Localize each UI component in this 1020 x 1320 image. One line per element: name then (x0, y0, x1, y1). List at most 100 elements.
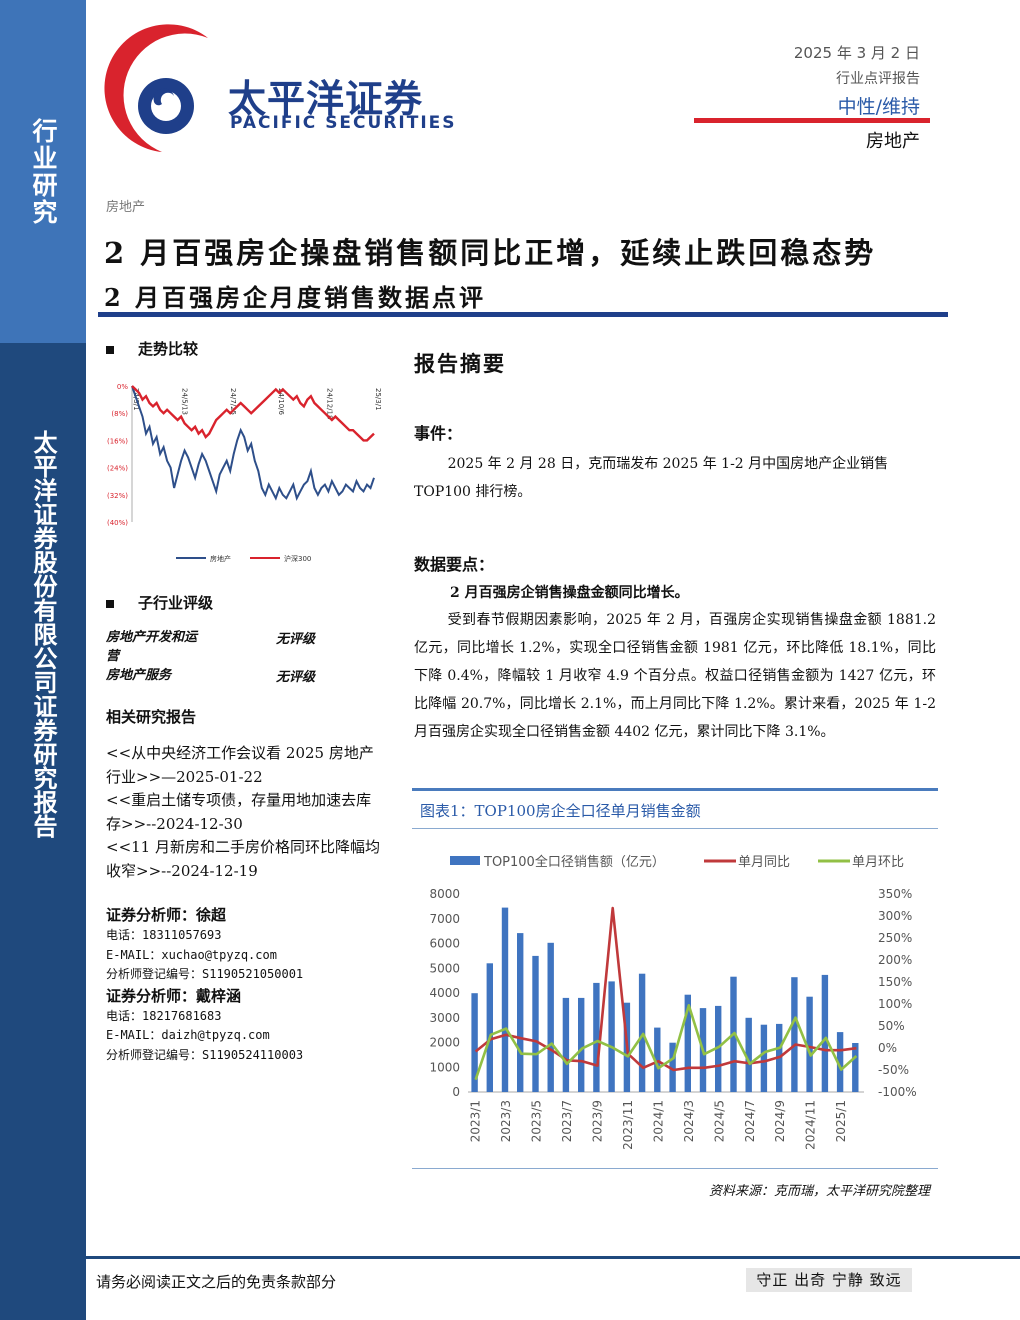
sales-bar (791, 977, 798, 1092)
figure-title: 图表1：TOP100房企全口径单月销售金额 (420, 802, 701, 820)
rating-label: 中性/维持 (837, 96, 920, 118)
sales-bar (745, 1017, 752, 1093)
trend-x-tick: 24/10/6 (277, 388, 285, 416)
rate-line (474, 1004, 858, 1081)
bullet-square-icon (106, 600, 114, 608)
breadcrumb: 房地产 (106, 200, 146, 215)
subindustry-name: 房地产服务 (106, 668, 172, 683)
sales-bar (669, 1042, 676, 1092)
report-date: 2025 年 3 月 2 日 (793, 44, 920, 62)
x-tick: 2023/11 (621, 1100, 635, 1150)
trend-heading-text: 走势比较 (138, 340, 199, 358)
related-report-link[interactable]: <<11 月新房和二手房价格同环比降幅均收窄>>--2024-12-19 (106, 838, 380, 880)
y-left-tick: 1000 (429, 1060, 460, 1074)
subindustry-heading-text: 子行业评级 (138, 594, 214, 612)
legend-label: 单月同比 (738, 855, 790, 870)
x-tick: 2023/1 (469, 1100, 483, 1142)
y-right-tick: 0% (878, 1041, 897, 1055)
subindustry-heading: 子行业评级 (106, 592, 213, 613)
y-left-tick: 8000 (429, 887, 460, 901)
y-right-tick: 300% (878, 909, 912, 923)
company-logo (104, 24, 208, 152)
sales-bar (578, 997, 585, 1092)
data-points-heading: 数据要点： (414, 555, 495, 574)
sales-chart: 0 1000 2000 3000 4000 5000 6000 7000 8000 -100% -5… (429, 854, 917, 1150)
analyst-email[interactable]: E-MAIL：xuchao@tpyzq.com (106, 947, 277, 962)
analyst-list: 证券分析师：徐超 电话：18311057693 E-MAIL：xuchao@tp… (106, 904, 406, 1065)
analyst-phone: 电话：18217681683 (106, 1008, 222, 1023)
legend-label: TOP100全口径销售额（亿元） (483, 854, 665, 870)
subindustry-row: 房地产服务 无评级 (104, 664, 384, 685)
sales-bar (806, 996, 813, 1092)
trend-series-line (131, 385, 375, 501)
sales-bar (471, 993, 478, 1092)
y-right-tick: 50% (878, 1019, 905, 1033)
report-type: 行业点评报告 (836, 71, 920, 87)
sales-bar (608, 981, 615, 1092)
x-tick: 2023/9 (590, 1100, 604, 1142)
analyst-registration: 分析师登记编号：S1190524110003 (106, 1047, 304, 1062)
x-tick: 2023/5 (530, 1100, 544, 1142)
y-right-tick: -100% (878, 1085, 917, 1099)
rate-line (474, 906, 857, 1072)
trend-y-tick: 0% (117, 383, 128, 391)
analyst-block: 证券分析师：戴梓涵 电话：18217681683 E-MAIL：daizh@tp… (106, 985, 406, 1066)
x-tick: 2024/9 (773, 1100, 787, 1142)
sales-bar (562, 997, 570, 1092)
sales-bar (821, 974, 829, 1092)
industry-label: 房地产 (866, 131, 920, 152)
analyst-block: 证券分析师：徐超 电话：18311057693 E-MAIL：xuchao@tp… (106, 904, 406, 985)
related-reports-heading: 相关研究报告 (106, 708, 197, 726)
y-left-tick: 4000 (429, 986, 460, 1000)
figure-top-rule (412, 788, 938, 791)
page-title: 2 月百强房企操盘销售额同比正增，延续止跌回稳态势 (104, 236, 877, 270)
sales-bar (715, 1005, 722, 1092)
title-divider (98, 312, 948, 317)
data-points-paragraph: 受到春节假期因素影响，2025 年 2 月，百强房企实现销售操盘金额 1881.… (414, 612, 936, 740)
y-left-tick: 5000 (429, 961, 460, 975)
trend-y-tick: (40%) (107, 519, 128, 527)
trend-legend-label: 房地产 (210, 554, 231, 563)
logo-swoosh-icon (104, 24, 208, 152)
sales-bar (547, 942, 554, 1092)
related-reports-list: <<从中央经济工作会议看 2025 房地产行业>>—2025-01-22 <<重… (106, 742, 386, 883)
y-right-tick: 150% (878, 975, 912, 989)
analyst-phone: 电话：18311057693 (106, 928, 222, 942)
related-report-link[interactable]: <<重启土储专项债，存量用地加速去库存>>--2024-12-30 (106, 791, 372, 833)
sales-bar (654, 1027, 661, 1092)
sales-bar (517, 933, 524, 1092)
x-tick: 2025/1 (834, 1100, 848, 1142)
sales-bar (501, 907, 509, 1092)
legend-label: 单月环比 (852, 855, 904, 870)
subindustry-name: 房地产开发和运营 (106, 630, 198, 664)
page-subtitle: 2 月百强房企月度销售数据点评 (104, 283, 487, 312)
sales-bar (760, 1024, 768, 1092)
x-tick: 2023/7 (560, 1100, 574, 1142)
y-left-tick: 0 (452, 1085, 460, 1099)
figure-source: 资料来源：克而瑞，太平洋研究院整理 (708, 1184, 930, 1199)
logo-text-en: PACIFIC SECURITIES (230, 113, 457, 133)
sidebar-company-label: 太平洋证券股份有限公司证券研究报告 (29, 430, 58, 838)
header-divider (694, 118, 930, 123)
y-right-tick: 100% (878, 997, 912, 1011)
footer-divider (86, 1256, 1020, 1259)
legend-swatch (450, 856, 480, 865)
x-tick: 2024/1 (651, 1100, 665, 1142)
figure-title-rule (412, 828, 938, 829)
related-report-link[interactable]: <<从中央经济工作会议看 2025 房地产行业>>—2025-01-22 (106, 744, 374, 786)
sales-bar (684, 994, 691, 1092)
trend-x-tick: 25/3/1 (374, 388, 382, 411)
analyst-registration: 分析师登记编号：S1190521050001 (106, 967, 304, 981)
trend-y-tick: (16%) (107, 437, 128, 445)
y-right-tick: -50% (878, 1063, 909, 1077)
trend-legend-label: 沪深300 (284, 554, 311, 563)
bullet-square-icon (106, 346, 114, 354)
subindustry-row: 房地产开发和运营 无评级 (104, 626, 384, 664)
subindustry-rating: 无评级 (276, 632, 316, 647)
sidebar: 行业研究 太平洋证券股份有限公司证券研究报告 (0, 0, 86, 1320)
sales-bar (486, 963, 493, 1092)
y-right-tick: 250% (878, 931, 912, 945)
footer-disclaimer[interactable]: 请务必阅读正文之后的免责条款部分 (96, 1273, 337, 1291)
analyst-email[interactable]: E-MAIL：daizh@tpyzq.com (106, 1028, 270, 1042)
figure-bottom-rule (412, 1168, 938, 1169)
